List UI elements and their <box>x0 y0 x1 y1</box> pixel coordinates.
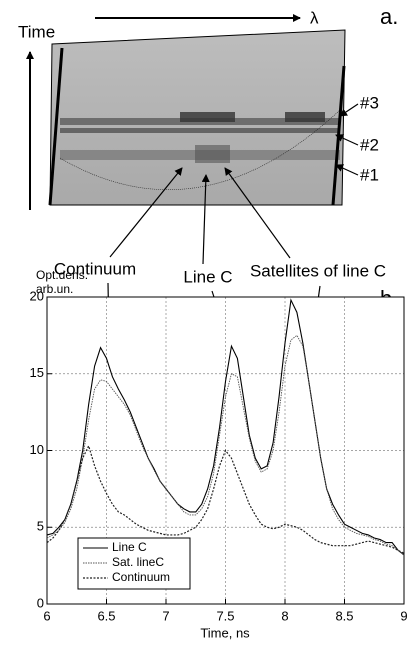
annotation-arrow <box>224 167 291 259</box>
annotation: Line C <box>183 267 232 286</box>
y-tick-label: 5 <box>37 519 44 534</box>
legend-label: Line C <box>112 540 147 554</box>
x-tick-label: 8 <box>281 608 288 623</box>
y-tick-label: 10 <box>30 442 44 457</box>
marker-label: #3 <box>360 93 379 112</box>
legend-label: Sat. lineC <box>112 555 164 569</box>
x-tick-label: 7 <box>162 608 169 623</box>
annotation-arrow <box>201 174 210 265</box>
marker-arrow <box>335 164 359 176</box>
time-label: Time <box>18 22 55 41</box>
marker-label: #1 <box>360 165 379 184</box>
panel-label: a. <box>380 4 398 29</box>
plot-frame <box>46 296 405 605</box>
y-axis-label: arb.un. <box>36 282 73 296</box>
marker-label: #2 <box>360 135 379 154</box>
y-tick-label: 15 <box>30 365 44 380</box>
x-tick-label: 6 <box>43 608 50 623</box>
y-axis-label: Opt.dens. <box>36 268 88 282</box>
x-tick-label: 9 <box>400 608 407 623</box>
marker-arrow <box>339 103 359 117</box>
x-tick-label: 8.5 <box>335 608 353 623</box>
annotation: Continuum <box>54 259 136 278</box>
data-line <box>46 334 405 556</box>
streak-image <box>48 29 346 206</box>
x-tick-label: 7.5 <box>216 608 234 623</box>
data-line <box>46 298 405 556</box>
y-tick-label: 20 <box>30 288 44 303</box>
annotation: Satellites of line C <box>250 261 386 280</box>
marker-arrow <box>335 134 359 146</box>
annotation-arrow <box>109 167 183 258</box>
legend-label: Continuum <box>112 570 170 584</box>
x-axis-label: Time, ns <box>200 625 250 640</box>
y-tick-label: 0 <box>37 595 44 610</box>
data-line <box>46 444 405 554</box>
x-tick-label: 6.5 <box>97 608 115 623</box>
legend-box <box>77 537 191 590</box>
lambda-label: λ <box>310 8 319 27</box>
